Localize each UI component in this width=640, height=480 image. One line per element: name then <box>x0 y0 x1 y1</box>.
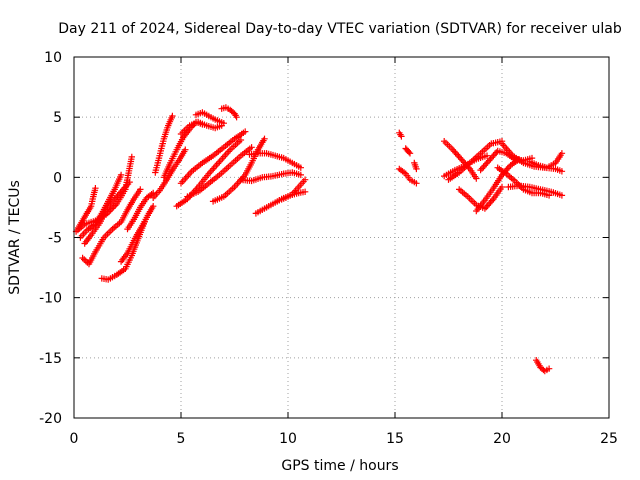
data-point <box>473 175 480 182</box>
x-tick-label: 15 <box>386 431 404 447</box>
series-arc-03 <box>81 178 133 247</box>
y-tick-label: 10 <box>44 50 62 66</box>
series-arc-07 <box>117 203 157 265</box>
x-tick-label: 10 <box>279 431 297 447</box>
data-point <box>297 171 304 179</box>
axis-ticks <box>73 56 610 419</box>
data-point <box>242 128 249 135</box>
series-arc-13 <box>192 109 227 127</box>
data-point <box>413 165 420 173</box>
data-point <box>451 148 458 155</box>
y-axis-label: SDTVAR / TECUs <box>7 180 23 295</box>
x-tick-label: 5 <box>177 431 186 447</box>
data-point <box>493 149 500 156</box>
data-point <box>413 180 420 187</box>
data-point <box>169 112 176 120</box>
series-arc-12 <box>177 118 225 138</box>
data-points <box>72 104 566 375</box>
data-point <box>117 171 125 179</box>
data-point <box>478 165 486 172</box>
data-point <box>261 135 268 142</box>
data-point <box>150 203 157 210</box>
data-point <box>301 188 309 195</box>
series-arc-16 <box>173 136 245 210</box>
series-arc-24 <box>402 145 414 157</box>
series-arc-19 <box>237 169 304 185</box>
series-arc-10 <box>152 112 176 176</box>
data-point <box>405 148 413 156</box>
data-point <box>137 186 144 193</box>
gridlines <box>74 57 609 418</box>
y-tick-label: -5 <box>48 231 62 247</box>
x-axis-label: GPS time / hours <box>281 458 398 474</box>
x-tick-label: 25 <box>600 431 618 447</box>
data-point <box>483 152 491 159</box>
chart-title: Day 211 of 2024, Sidereal Day-to-day VTE… <box>58 21 622 37</box>
x-tick-label: 20 <box>493 431 511 447</box>
data-point <box>558 192 566 199</box>
series-arc-22 <box>276 176 309 204</box>
y-tick-label: -10 <box>39 291 62 307</box>
data-point <box>545 365 553 372</box>
series-arc-31 <box>473 156 523 215</box>
data-point <box>126 178 133 186</box>
series-arc-26 <box>411 159 420 173</box>
y-tick-labels: -20 -15 -10 -5 0 5 10 <box>39 50 62 427</box>
series-arc-18 <box>209 135 268 205</box>
data-point <box>237 136 245 144</box>
data-point <box>248 144 255 151</box>
y-tick-label: -15 <box>39 351 62 367</box>
data-point <box>297 164 304 171</box>
series-arc-25 <box>396 165 420 187</box>
x-tick-labels: 0 5 10 15 20 25 <box>70 431 618 447</box>
data-point <box>558 168 566 175</box>
data-point <box>92 185 99 192</box>
series-arc-21 <box>252 188 309 217</box>
data-point <box>398 133 405 140</box>
data-point <box>82 257 89 265</box>
y-tick-label: 0 <box>53 170 62 186</box>
series-arc-09 <box>150 146 189 201</box>
data-point <box>477 166 484 174</box>
series-arc-05 <box>79 186 144 268</box>
data-point <box>128 153 135 161</box>
data-point <box>220 120 227 127</box>
series-arc-36 <box>526 150 566 171</box>
series-arc-20 <box>246 150 304 171</box>
series-arc-15 <box>177 128 249 187</box>
series-arc-37 <box>533 357 553 375</box>
series-arc-14 <box>218 104 240 121</box>
series-arc-29 <box>441 152 491 180</box>
x-tick-label: 0 <box>70 431 79 447</box>
series-arc-35 <box>505 182 566 199</box>
series-arc-17 <box>184 144 255 200</box>
series-arc-23 <box>396 129 405 140</box>
y-tick-label: 5 <box>53 110 62 126</box>
data-point <box>406 150 414 157</box>
series-arc-33 <box>494 164 553 199</box>
data-point <box>81 256 88 263</box>
y-tick-label: -20 <box>39 411 62 427</box>
series-arc-04 <box>75 185 99 232</box>
data-point <box>498 183 506 191</box>
data-point <box>301 176 309 183</box>
data-point <box>182 146 189 153</box>
data-point <box>79 254 86 262</box>
data-point <box>233 114 240 121</box>
data-point <box>558 150 566 157</box>
